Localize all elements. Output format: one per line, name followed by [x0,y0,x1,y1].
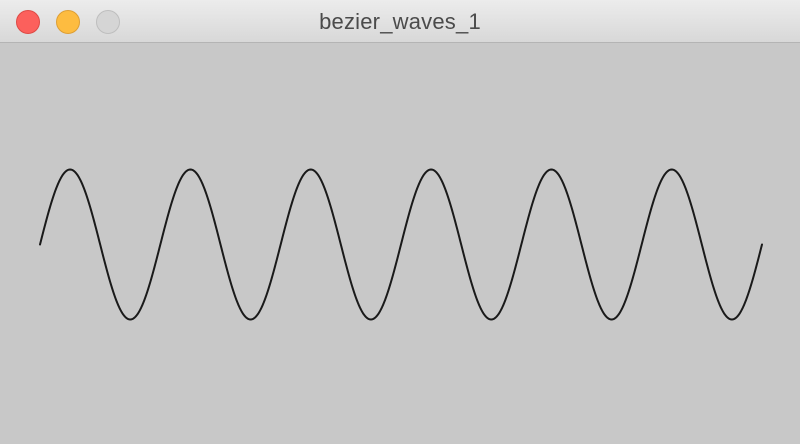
minimize-icon[interactable] [56,10,80,34]
wave-drawing [39,168,763,321]
title-bar[interactable]: bezier_waves_1 [0,0,800,43]
zoom-icon[interactable] [96,10,120,34]
drawing-canvas[interactable] [0,43,800,444]
close-icon[interactable] [16,10,40,34]
bezier-wave-curve [39,168,763,321]
window-title: bezier_waves_1 [319,9,481,34]
